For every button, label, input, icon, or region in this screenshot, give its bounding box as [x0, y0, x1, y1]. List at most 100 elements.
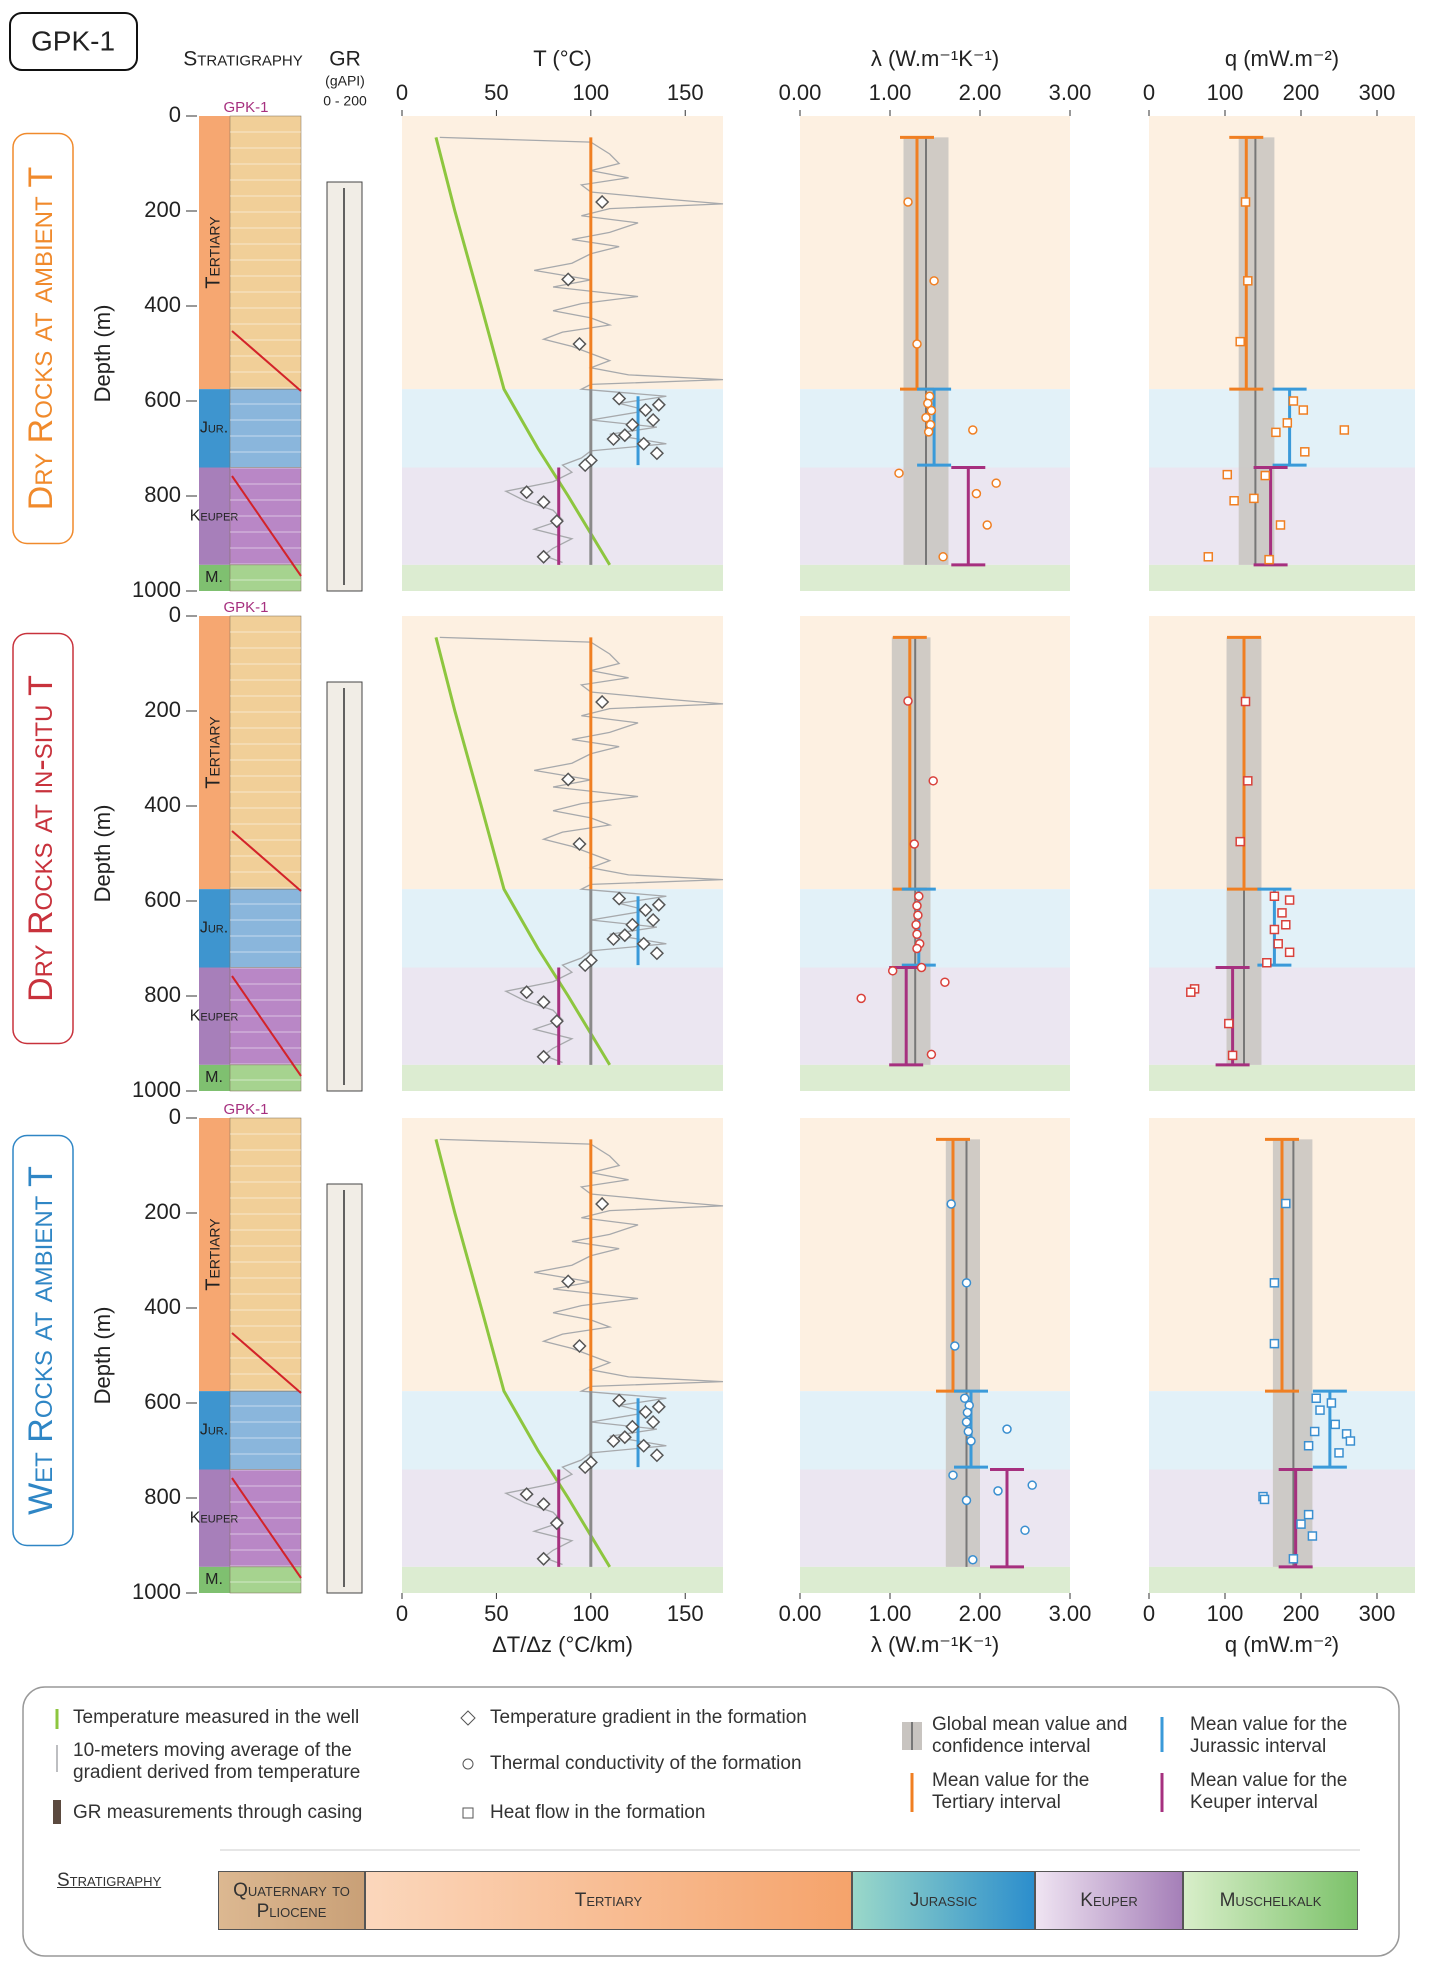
- heat-flow-point: [1334, 1448, 1344, 1458]
- heat-flow-point: [1284, 895, 1295, 905]
- conductivity-point: [926, 1049, 937, 1060]
- formation-band: [402, 1118, 723, 1392]
- x-tick-label: 3.00: [1049, 80, 1092, 105]
- heat-flow-point: [1264, 554, 1274, 565]
- stratigraphy-unit: Tertiary: [365, 1871, 852, 1930]
- gradient-point: [606, 931, 621, 947]
- profile-line: [434, 637, 611, 1066]
- x-tick-label: 2.00: [959, 1601, 1002, 1626]
- y-tick-label: 200: [144, 197, 181, 222]
- formation-column: [199, 1118, 230, 1392]
- gradient-point: [646, 1414, 661, 1430]
- x-tick-label: 3.00: [1049, 1601, 1092, 1626]
- gradient-point: [612, 891, 627, 906]
- heat-flow-point: [1300, 447, 1310, 457]
- gradient-point: [636, 1438, 651, 1453]
- gradient-point: [572, 1338, 587, 1354]
- x-tick-label: 0.00: [779, 1601, 822, 1626]
- conductivity-point: [912, 339, 922, 349]
- figure-label: GPK-1: [31, 25, 115, 56]
- y-tick-label: 0: [169, 1104, 181, 1129]
- x-axis-label: λ (W.m⁻¹K⁻¹): [871, 46, 999, 71]
- gradient-point: [625, 417, 640, 432]
- gradient-point: [519, 1487, 534, 1502]
- formation-band: [1149, 616, 1415, 890]
- heat-flow-point: [1269, 1278, 1280, 1288]
- heat-flow-point: [1311, 1393, 1321, 1403]
- formation-label: Keuper: [190, 1007, 239, 1024]
- gradient-point: [651, 397, 666, 412]
- legend-label: GR measurements through casing: [73, 1802, 363, 1823]
- heat-flow-point: [1303, 1509, 1314, 1520]
- formation-band: [402, 1064, 723, 1091]
- heat-flow-point: [1326, 1398, 1337, 1408]
- gradient-point: [617, 428, 632, 443]
- heat-flow-point: [1222, 469, 1233, 480]
- heat-flow-point: [1262, 958, 1272, 968]
- row-title-box: [12, 632, 74, 1045]
- gradient-point: [595, 1196, 610, 1212]
- x-tick-label: 300: [1359, 80, 1396, 105]
- conductivity-point: [961, 1278, 972, 1288]
- legend-label: Mean value for the Keuper interval: [1190, 1770, 1348, 1813]
- conductivity-point: [911, 920, 921, 930]
- y-axis-label: Depth (m): [90, 805, 115, 903]
- heat-flow-point: [1271, 427, 1281, 438]
- gradient-point: [519, 485, 534, 500]
- formation-band: [800, 889, 1070, 968]
- formation-label: Jur.: [200, 420, 228, 437]
- formation-band: [402, 389, 723, 468]
- conductivity-point: [913, 910, 923, 920]
- fault: [231, 1477, 302, 1579]
- conductivity-point: [946, 1199, 956, 1209]
- gradient-point: [606, 1433, 621, 1449]
- y-tick-label: 600: [144, 1389, 181, 1414]
- x-tick-label: 0: [396, 1601, 408, 1626]
- conductivity-point: [912, 901, 922, 911]
- y-tick-label: 600: [144, 387, 181, 412]
- gradient-point: [612, 391, 627, 406]
- x-tick-label: 0: [1143, 80, 1155, 105]
- lithology: [229, 1117, 302, 1392]
- formation-band: [800, 967, 1070, 1065]
- gradient-point: [638, 902, 653, 918]
- x-tick-label: 150: [667, 1601, 704, 1626]
- gradient-point: [578, 958, 593, 973]
- label-box: [9, 12, 138, 71]
- gradient-point: [646, 412, 661, 428]
- profile-line: [434, 1139, 611, 1568]
- gradient-point: [536, 995, 551, 1010]
- heat-flow-point: [1281, 1198, 1291, 1209]
- formation-label: Jur.: [200, 1422, 228, 1439]
- y-axis-label: Depth (m): [90, 1307, 115, 1405]
- conductivity-point: [968, 425, 978, 435]
- gradient-point: [549, 1516, 564, 1531]
- formation-band: [1149, 1064, 1415, 1091]
- lithology: [229, 615, 302, 890]
- x-tick-label: 0: [396, 80, 408, 105]
- lithology: [229, 1566, 302, 1594]
- gradient-point: [561, 1274, 576, 1289]
- y-tick-label: 1000: [132, 577, 181, 602]
- gradient-point: [549, 514, 564, 529]
- formation-band: [402, 116, 723, 390]
- x-tick-label: 50: [484, 80, 508, 105]
- gradient-point: [638, 1404, 653, 1420]
- gradient-point: [595, 694, 610, 710]
- formation-label: M.: [205, 1069, 223, 1086]
- conductivity-point: [914, 891, 924, 901]
- gradient-point: [636, 436, 651, 451]
- formation-label: M.: [205, 1571, 223, 1588]
- formation-band: [1149, 116, 1415, 390]
- formation-band: [402, 1469, 723, 1567]
- heat-flow-point: [1275, 520, 1286, 530]
- heat-flow-point: [1345, 1436, 1356, 1446]
- x-tick-label: 50: [484, 1601, 508, 1626]
- formation-band: [402, 564, 723, 591]
- y-tick-label: 1000: [132, 1077, 181, 1102]
- legend-label: Temperature measured in the well: [73, 1707, 360, 1728]
- formation-band: [1149, 967, 1415, 1065]
- heat-flow-point: [1224, 1018, 1234, 1029]
- conductivity-point: [921, 412, 931, 423]
